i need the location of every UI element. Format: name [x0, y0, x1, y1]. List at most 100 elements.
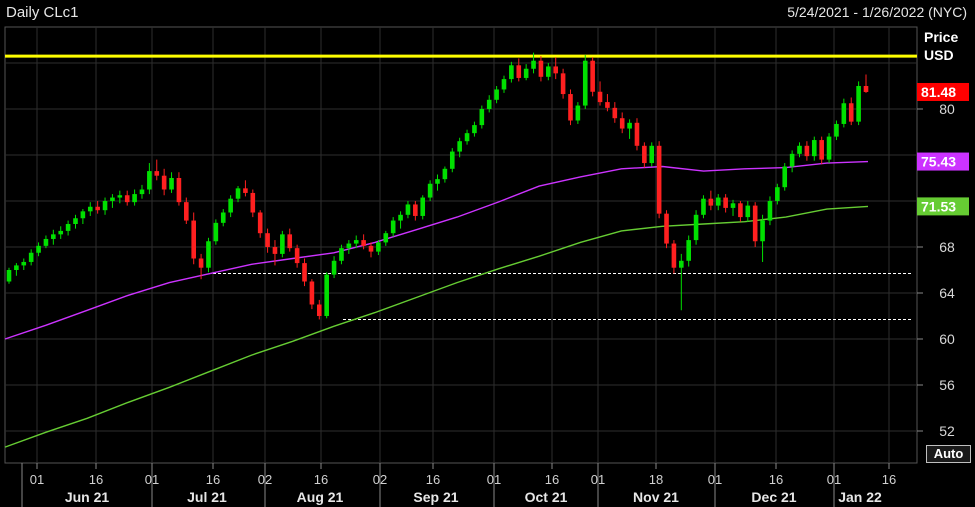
candle-body [472, 125, 477, 134]
candle-body [250, 192, 256, 213]
candle-body [176, 178, 182, 203]
candle-body [723, 197, 728, 208]
candle-body [449, 151, 455, 169]
candle-body [708, 198, 714, 206]
candle-body [43, 238, 49, 246]
month-label: Jul 21 [187, 489, 227, 505]
y-axis-label-line2: USD [924, 47, 954, 63]
candle-body [619, 118, 625, 129]
candle-body [346, 243, 352, 249]
candle-body [841, 103, 847, 124]
x-tick-label: 16 [89, 472, 103, 487]
candle-body [642, 145, 647, 164]
candle-body [509, 65, 514, 80]
candle-body [124, 195, 130, 203]
candle-body [656, 145, 662, 214]
candle-body [494, 89, 499, 100]
candle-body [58, 230, 64, 235]
candle-body [553, 66, 559, 74]
candle-body [767, 201, 773, 221]
y-tick-label: 60 [939, 331, 955, 347]
candle-body [671, 243, 677, 268]
candle-body [752, 205, 758, 242]
candle-body [6, 270, 12, 282]
plot-area [4, 26, 918, 464]
candle-body [95, 206, 100, 211]
month-label: Nov 21 [633, 489, 679, 505]
candle-body [546, 66, 551, 77]
candle-body [36, 245, 41, 253]
ma-green-line [4, 205, 869, 448]
y-axis-label-line1: Price [924, 29, 959, 45]
candle-body [353, 240, 359, 244]
candle-body [191, 220, 196, 259]
candle-body [65, 224, 71, 231]
candle-body [826, 136, 832, 160]
candle-body [804, 145, 810, 157]
x-tick-label: 18 [649, 472, 663, 487]
candle-body [213, 222, 219, 242]
candle-body [73, 218, 78, 224]
candle-body [147, 171, 152, 190]
candle-body [294, 248, 300, 264]
candle-body [228, 198, 233, 213]
candle-body [715, 197, 721, 206]
candle-body [413, 204, 418, 216]
candle-body [605, 102, 610, 108]
candle-body [531, 60, 536, 69]
y-tick-label: 52 [939, 423, 955, 439]
candle-body [582, 60, 588, 106]
candle-body [693, 214, 699, 241]
candle-body [730, 203, 736, 208]
x-tick-label: 16 [426, 472, 440, 487]
candle-body [87, 206, 93, 212]
candle-body [316, 304, 322, 316]
chart-title: Daily CLc1 [6, 4, 79, 21]
candle-body [701, 198, 706, 215]
auto-scale-button[interactable]: Auto [926, 445, 971, 463]
candle-body [634, 122, 640, 146]
candle-body [265, 233, 270, 247]
ma-green-tag [917, 197, 969, 216]
candle-body [161, 175, 167, 190]
y-tick-label: 56 [939, 377, 955, 393]
candle-body [863, 86, 869, 92]
x-tick-label: 01 [30, 472, 44, 487]
ma-purple-label: 75.43 [921, 154, 956, 170]
x-tick-label: 16 [545, 472, 559, 487]
candle-body [782, 166, 788, 188]
month-label: Jun 21 [65, 489, 110, 505]
date-range: 5/24/2021 - 1/26/2022 (NYC) [787, 4, 967, 20]
candle-body [664, 213, 669, 244]
x-tick-label: 16 [882, 472, 896, 487]
candle-body [339, 248, 344, 261]
month-label: Dec 21 [751, 489, 796, 505]
candle-body [154, 171, 160, 176]
candle-body [80, 211, 86, 219]
candle-body [457, 141, 462, 152]
candle-body [848, 103, 854, 122]
candle-body [405, 204, 411, 215]
candle-body [302, 263, 307, 282]
y-tick-label: 80 [939, 101, 955, 117]
candle-body [331, 260, 337, 275]
chart-header: Daily CLc1 5/24/2021 - 1/26/2022 (NYC) [0, 0, 975, 24]
candle-body [220, 212, 226, 223]
candle-body [686, 240, 691, 261]
candle-body [102, 201, 108, 211]
candle-body [110, 197, 115, 201]
x-tick-label: 16 [314, 472, 328, 487]
ma-green-label: 71.53 [921, 198, 956, 214]
candle-body [14, 265, 19, 270]
candle-body [257, 212, 263, 234]
candle-body [139, 189, 145, 195]
candle-body [760, 220, 765, 242]
candle-body [479, 109, 485, 126]
last-price-tag [917, 82, 969, 101]
candle-body [738, 203, 743, 218]
candle-body [169, 178, 174, 190]
candle-body [597, 91, 603, 103]
candle-body [649, 145, 655, 164]
candle-body [280, 234, 285, 254]
